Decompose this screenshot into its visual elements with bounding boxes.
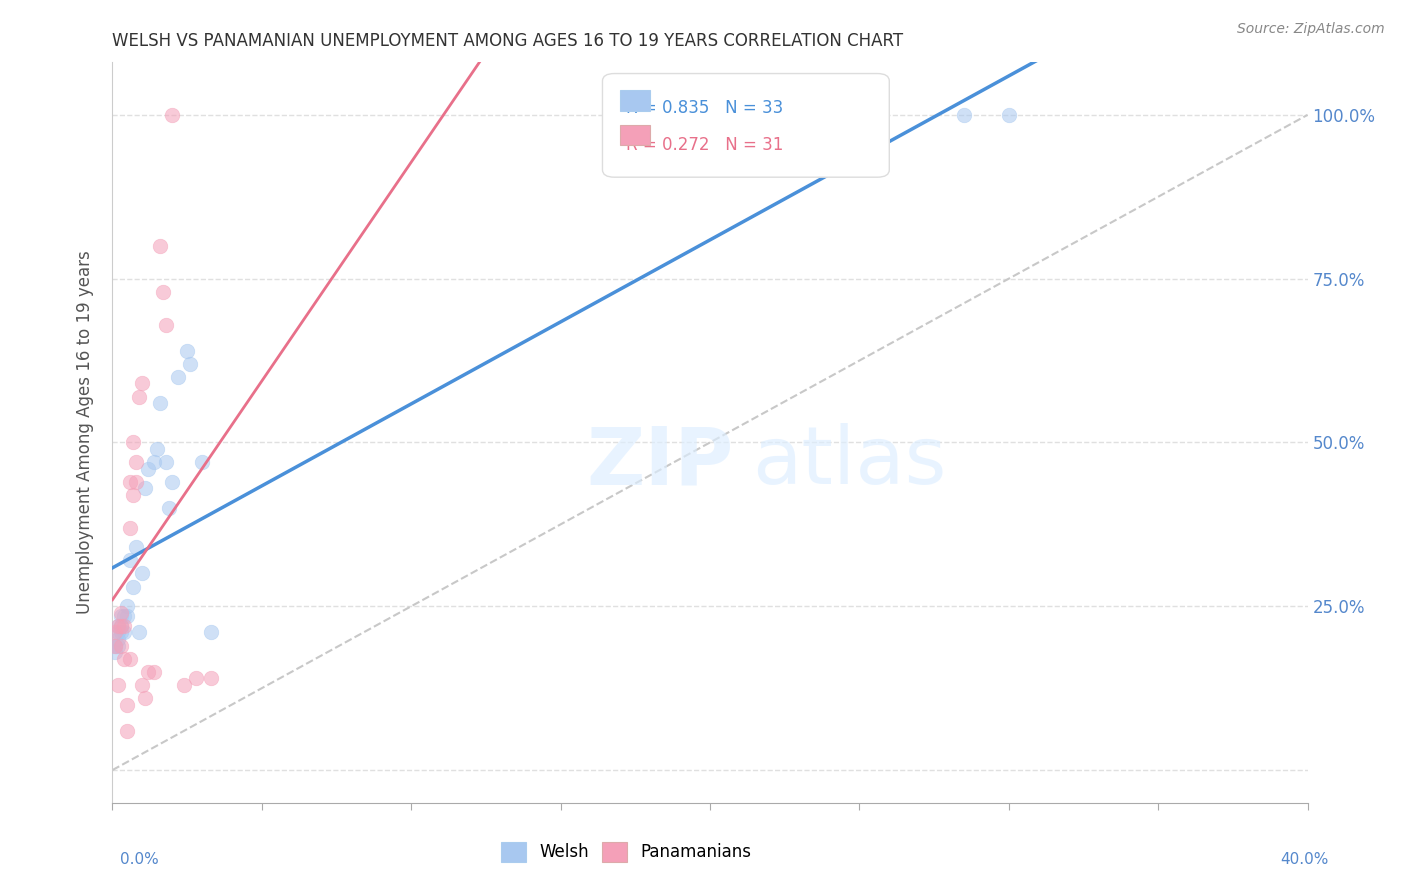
Text: 0.0%: 0.0%	[120, 852, 159, 867]
Point	[122, 488, 145, 502]
Point	[131, 566, 153, 581]
Point	[128, 625, 150, 640]
Point	[155, 455, 177, 469]
Point	[155, 318, 177, 332]
Point	[110, 619, 132, 633]
Point	[200, 625, 222, 640]
Point	[200, 671, 222, 685]
Text: WELSH VS PANAMANIAN UNEMPLOYMENT AMONG AGES 16 TO 19 YEARS CORRELATION CHART: WELSH VS PANAMANIAN UNEMPLOYMENT AMONG A…	[112, 32, 904, 50]
Text: Source: ZipAtlas.com: Source: ZipAtlas.com	[1237, 22, 1385, 37]
Point	[149, 239, 172, 253]
Text: ZIP: ZIP	[586, 423, 734, 501]
Point	[120, 651, 142, 665]
Point	[138, 665, 160, 679]
Point	[107, 639, 129, 653]
Point	[110, 619, 132, 633]
Point	[191, 455, 214, 469]
Point	[104, 639, 127, 653]
Point	[162, 108, 183, 122]
Point	[107, 625, 129, 640]
Text: atlas: atlas	[752, 423, 946, 501]
FancyBboxPatch shape	[620, 90, 651, 111]
Point	[953, 108, 976, 122]
Point	[110, 625, 132, 640]
Point	[125, 455, 148, 469]
Point	[173, 678, 195, 692]
Point	[120, 553, 142, 567]
Point	[131, 678, 153, 692]
Point	[104, 645, 127, 659]
Point	[117, 609, 139, 624]
Point	[186, 671, 208, 685]
Point	[110, 639, 132, 653]
Point	[134, 690, 156, 705]
Point	[138, 461, 160, 475]
Point	[107, 619, 129, 633]
Point	[167, 370, 190, 384]
Point	[143, 455, 166, 469]
Point	[131, 376, 153, 391]
Point	[125, 475, 148, 489]
Point	[107, 632, 129, 646]
Point	[117, 599, 139, 614]
Point	[114, 651, 135, 665]
Point	[107, 678, 129, 692]
Point	[998, 108, 1021, 122]
Point	[162, 475, 183, 489]
Point	[107, 619, 129, 633]
Point	[125, 541, 148, 555]
Y-axis label: Unemployment Among Ages 16 to 19 years: Unemployment Among Ages 16 to 19 years	[76, 251, 94, 615]
FancyBboxPatch shape	[620, 125, 651, 145]
Text: R = 0.835   N = 33: R = 0.835 N = 33	[627, 99, 783, 118]
Point	[179, 357, 201, 371]
Point	[122, 435, 145, 450]
Point	[120, 475, 142, 489]
Point	[176, 343, 198, 358]
Point	[120, 521, 142, 535]
Point	[104, 639, 127, 653]
Point	[149, 396, 172, 410]
Point	[110, 609, 132, 624]
Point	[117, 723, 139, 738]
Point	[114, 625, 135, 640]
Point	[134, 481, 156, 495]
Point	[146, 442, 169, 456]
Text: R = 0.272   N = 31: R = 0.272 N = 31	[627, 136, 783, 154]
Point	[114, 609, 135, 624]
Point	[143, 665, 166, 679]
Point	[114, 619, 135, 633]
Point	[128, 390, 150, 404]
Point	[117, 698, 139, 712]
Point	[104, 625, 127, 640]
Point	[157, 500, 180, 515]
Point	[110, 606, 132, 620]
Legend: Welsh, Panamanians: Welsh, Panamanians	[495, 835, 758, 869]
Point	[122, 580, 145, 594]
FancyBboxPatch shape	[603, 73, 889, 178]
Text: 40.0%: 40.0%	[1281, 852, 1329, 867]
Point	[152, 285, 174, 299]
